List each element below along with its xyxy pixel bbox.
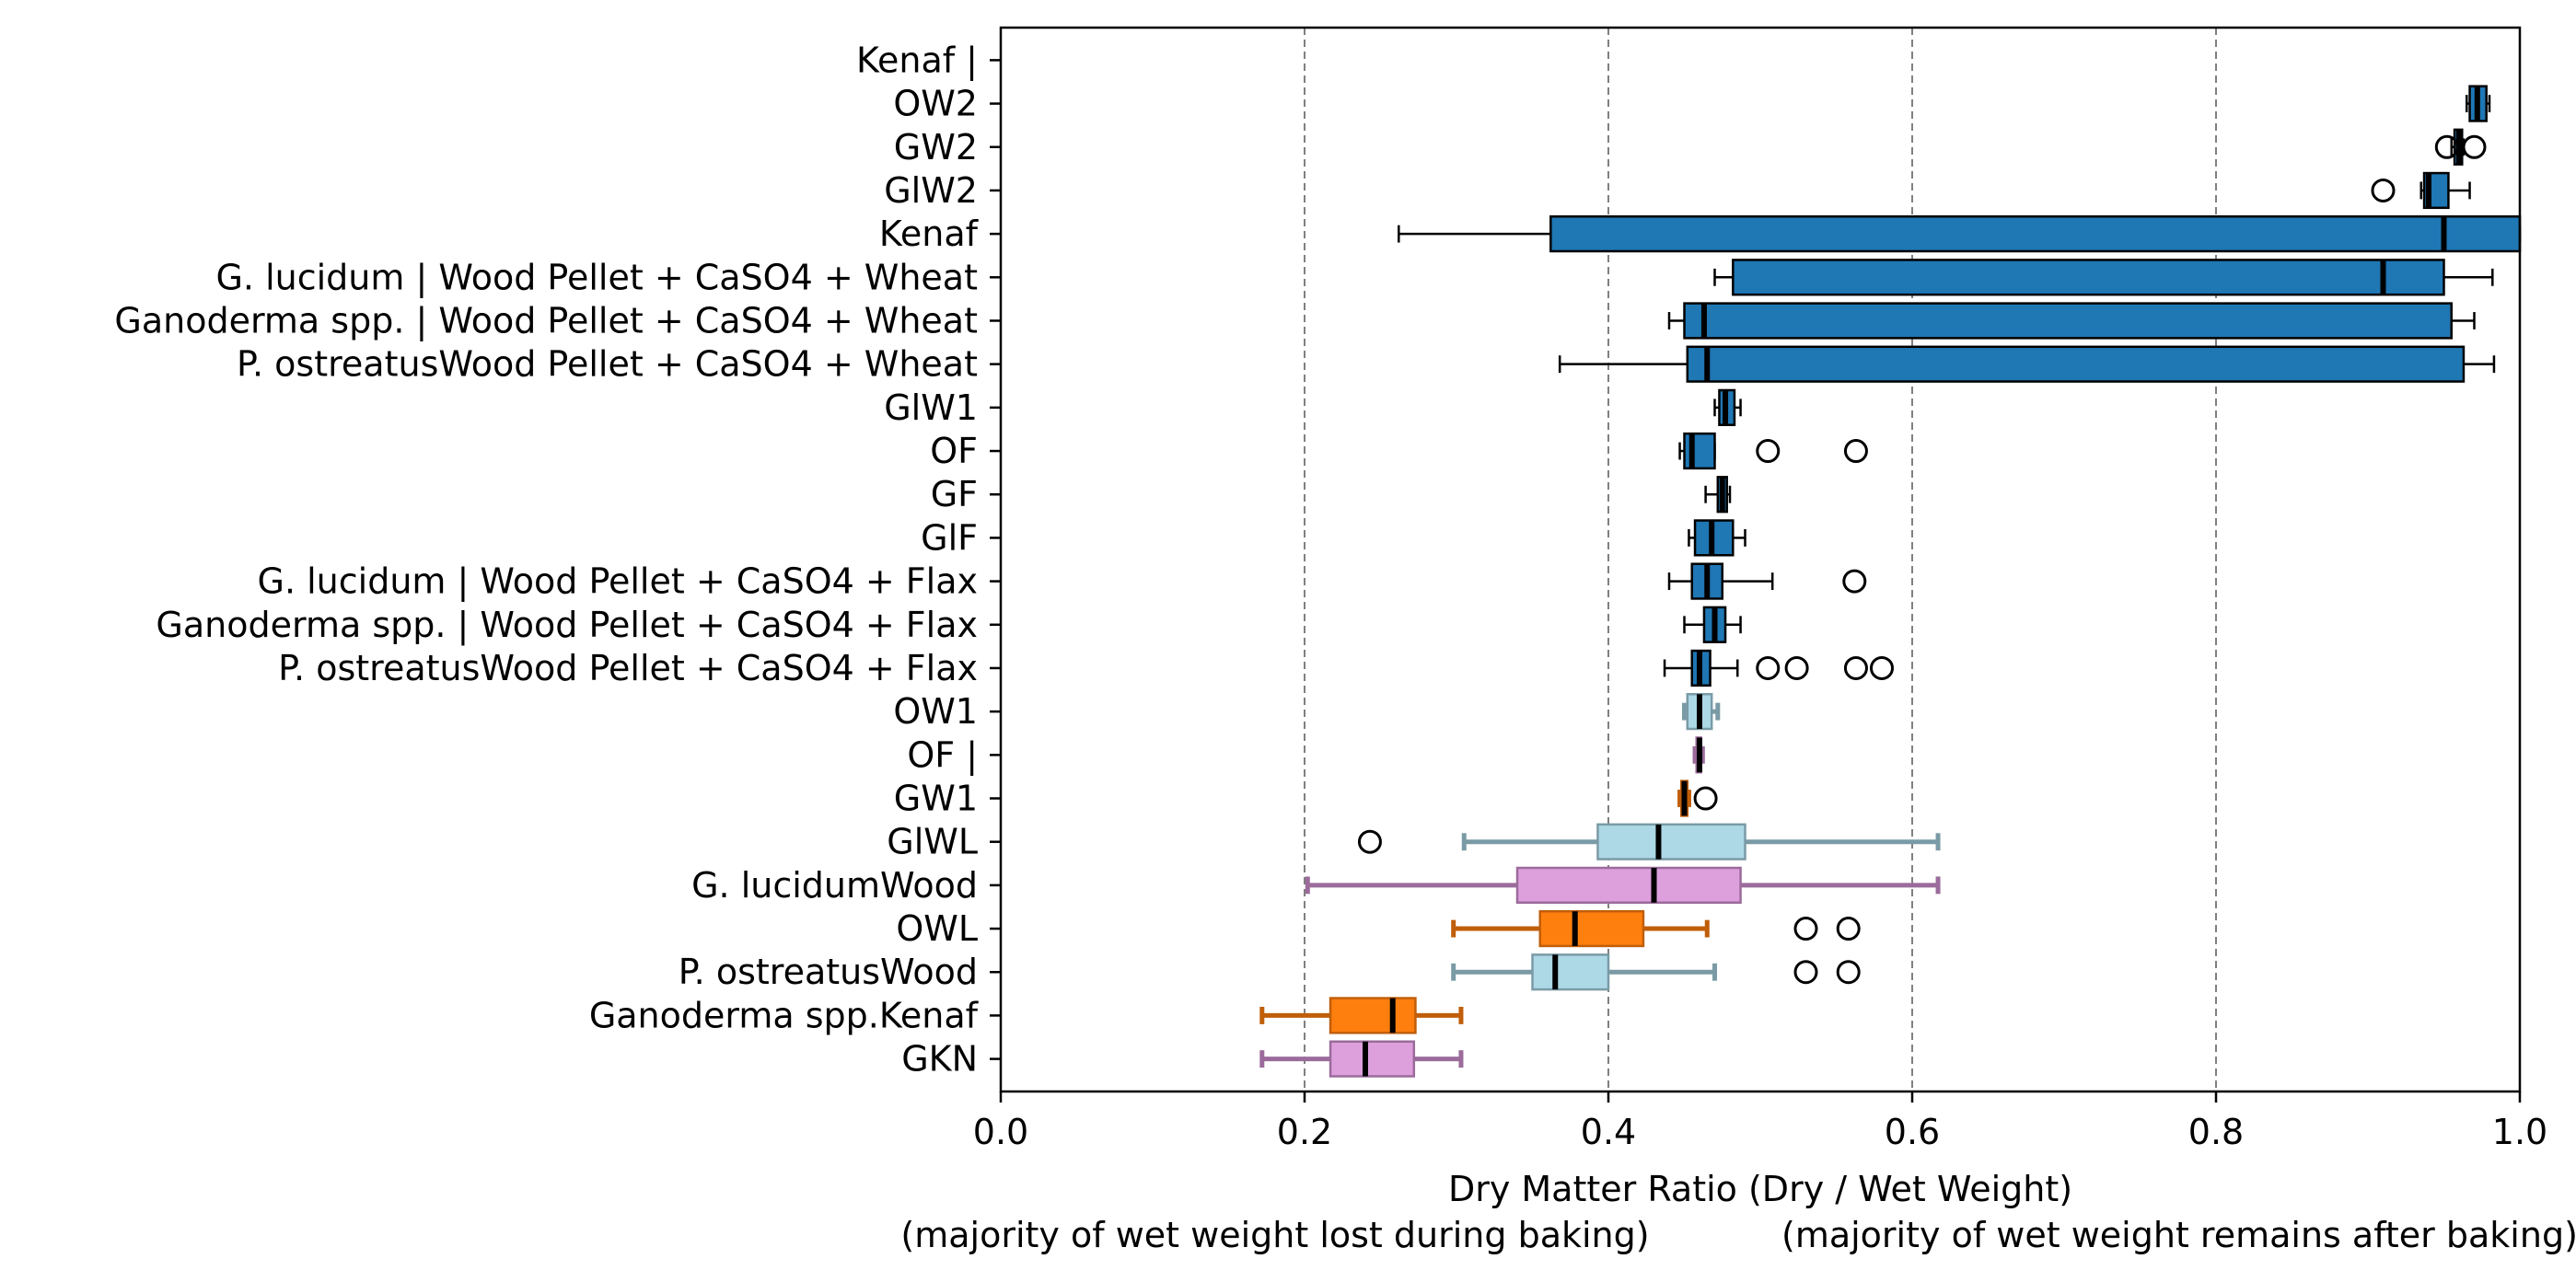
box-group [1398, 214, 2522, 253]
y-tick-label: Kenaf | [856, 40, 978, 81]
outlier-point [2434, 134, 2459, 159]
box-group [1713, 259, 2494, 296]
box-group [1704, 476, 1732, 514]
y-tick-label: Ganoderma spp. | Wood Pellet + CaSO4 + W… [114, 300, 978, 341]
box [1538, 909, 1645, 948]
box-group [1663, 649, 1894, 687]
x-tick-label: 0.0 [973, 1112, 1028, 1152]
outlier-point [1843, 439, 1868, 464]
box [1596, 823, 1746, 860]
y-tick-label: GlW1 [884, 387, 978, 428]
x-tick-label: 0.6 [1885, 1112, 1940, 1152]
x-tick-label: 0.2 [1277, 1112, 1332, 1152]
y-tick-label: OWL [896, 908, 978, 949]
x-tick-label: 0.8 [2188, 1112, 2244, 1152]
y-tick-label: GlF [921, 517, 978, 558]
box [1683, 432, 1716, 470]
outlier-point [2371, 178, 2396, 202]
y-tick-label: P. ostreatusWood Pellet + CaSO4 + Wheat [237, 344, 978, 385]
box-group [1682, 693, 1721, 731]
box-group [1451, 953, 1861, 991]
box-group [1683, 606, 1742, 643]
y-tick-label: OW2 [893, 84, 978, 124]
y-tick-label: G. lucidumWood [691, 865, 978, 906]
y-tick-label: G. lucidum | Wood Pellet + CaSO4 + Flax [258, 561, 978, 603]
y-tick-label: GlW2 [884, 170, 978, 211]
box-group [1259, 1040, 1464, 1078]
x-axis-note-left: (majority of wet weight lost during baki… [900, 1215, 1649, 1255]
y-tick-label: G. lucidum | Wood Pellet + CaSO4 + Wheat [215, 257, 978, 298]
outlier-point [1870, 655, 1894, 680]
box-group [1305, 866, 1941, 905]
box-group [1259, 997, 1464, 1034]
y-tick-label: P. ostreatusWood [679, 952, 978, 992]
y-tick-label: Ganoderma spp. | Wood Pellet + CaSO4 + F… [156, 605, 978, 646]
y-tick-label: OF [930, 431, 978, 471]
box-group [1357, 823, 1941, 860]
box [1531, 953, 1610, 991]
box-group [1558, 345, 2496, 383]
box-group [2434, 128, 2487, 166]
box [1329, 997, 1417, 1034]
box-group [1667, 302, 2476, 340]
outlier-point [1756, 655, 1781, 680]
box-group [1451, 909, 1861, 948]
outlier-point [1842, 569, 1867, 594]
y-tick-label: GKN [901, 1039, 978, 1080]
y-tick-label: Kenaf [879, 214, 980, 254]
grid-lines [1304, 28, 2217, 1091]
box-group [1688, 519, 1746, 557]
boxes [1259, 85, 2522, 1078]
x-axis: 0.0 0.2 0.4 0.6 0.8 1.0 [973, 1091, 2547, 1152]
box [1515, 866, 1742, 905]
x-axis-note-right: (majority of wet weight remains after ba… [1781, 1215, 2576, 1255]
outlier-point [1784, 655, 1809, 680]
y-tick-label: OF | [907, 734, 978, 776]
outlier-point [1843, 655, 1868, 680]
y-tick-label: P. ostreatusWood Pellet + CaSO4 + Flax [278, 648, 978, 688]
y-tick-label: GF [931, 474, 978, 514]
box-group [1667, 562, 1867, 600]
y-tick-label: GW2 [894, 127, 978, 167]
outlier-point [1357, 829, 1382, 854]
y-tick-label: GlWL [887, 822, 978, 862]
x-tick-label: 0.4 [1581, 1112, 1636, 1152]
y-tick-label: Ganoderma spp.Kenaf [589, 995, 980, 1035]
box [1686, 345, 2466, 383]
box [1683, 302, 2453, 340]
box-group [2371, 171, 2471, 210]
box [1329, 1040, 1416, 1078]
x-tick-label: 1.0 [2492, 1112, 2547, 1152]
outlier-point [2462, 134, 2487, 159]
outlier-point [1793, 960, 1818, 985]
outlier-point [1756, 439, 1781, 464]
outlier-point [1836, 960, 1861, 985]
outlier-point [1793, 917, 1818, 941]
box-group [1713, 388, 1742, 426]
box-group [1677, 780, 1718, 817]
box-group [1678, 432, 1868, 470]
box-group [2466, 85, 2491, 122]
box [1549, 214, 2522, 253]
plot-frame [999, 26, 2522, 1093]
box [1732, 259, 2445, 296]
y-tick-label: OW1 [893, 691, 978, 732]
y-tick-label: GW1 [894, 779, 978, 819]
outlier-point [1693, 786, 1718, 811]
outlier-point [1836, 917, 1861, 941]
box-group [1692, 736, 1705, 774]
x-axis-label: Dry Matter Ratio (Dry / Wet Weight) [1448, 1169, 2072, 1209]
